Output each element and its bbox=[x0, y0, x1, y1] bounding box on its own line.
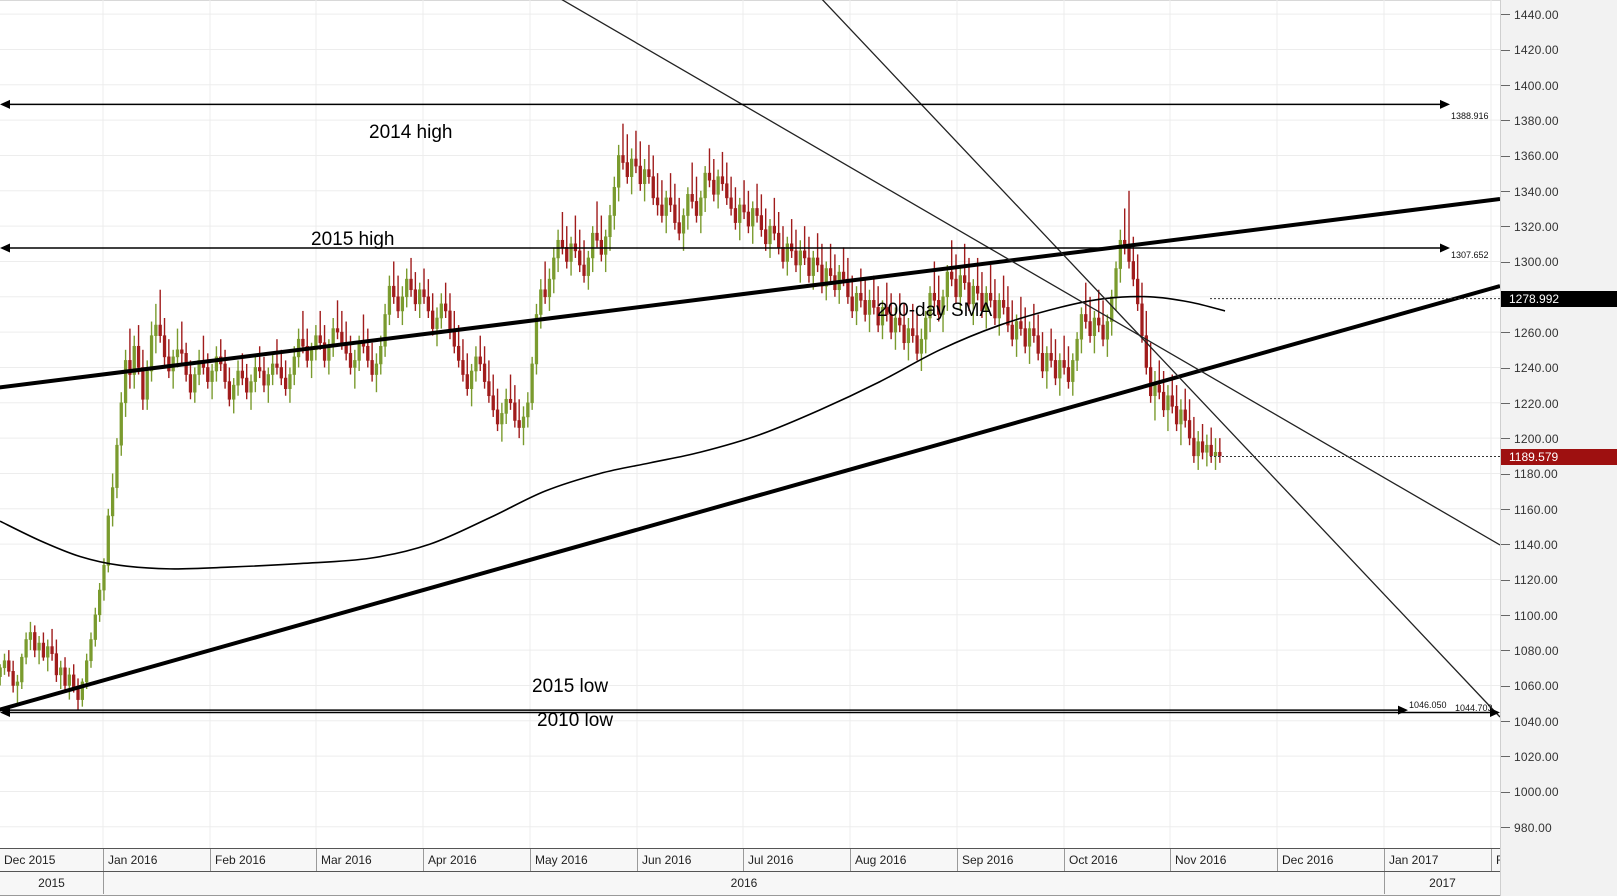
price-tick-1200.00: 1200.00 bbox=[1501, 431, 1559, 446]
time-axis-label-sep-2016: Sep 2016 bbox=[957, 849, 1064, 871]
last-price-badge: 1189.579 bbox=[1501, 448, 1617, 465]
time-axis-label-dec-2015: Dec 2015 bbox=[4, 853, 56, 867]
price-tick-1220.00: 1220.00 bbox=[1501, 396, 1559, 411]
candlestick-svg bbox=[0, 0, 1500, 848]
anno-2010-low: 2010 low bbox=[537, 710, 614, 731]
time-axis-label-nov-2016: Nov 2016 bbox=[1170, 849, 1277, 871]
anno-2015-high: 2015 high bbox=[311, 229, 395, 250]
trend-channel-lines bbox=[0, 0, 1500, 718]
price-tick-1400.00: 1400.00 bbox=[1501, 78, 1559, 93]
time-axis-label-dec-2016: Dec 2016 bbox=[1277, 849, 1384, 871]
time-axis-label-may-2016: May 2016 bbox=[530, 849, 637, 871]
price-chart-plot-area[interactable]: 2014 high 2015 high 200-day SMA 2015 low… bbox=[0, 0, 1500, 848]
time-axis-label-feb-2017: Feb 2017 bbox=[1491, 849, 1547, 871]
plot-top-border bbox=[0, 0, 1500, 1]
price-tick-1360.00: 1360.00 bbox=[1501, 148, 1559, 163]
price-tick-1260.00: 1260.00 bbox=[1501, 325, 1559, 340]
price-tick-1040.00: 1040.00 bbox=[1501, 714, 1559, 729]
price-tick-1180.00: 1180.00 bbox=[1501, 466, 1558, 481]
sma-price-badge: 1278.992 bbox=[1501, 290, 1617, 307]
price-tick-1300.00: 1300.00 bbox=[1501, 254, 1559, 269]
time-axis-label-mar-2016: Mar 2016 bbox=[316, 849, 423, 871]
time-axis-label-feb-2016: Feb 2016 bbox=[210, 849, 316, 871]
year-axis-label-2015: 2015 bbox=[38, 876, 65, 890]
time-axis-label-jan-2016: Jan 2016 bbox=[103, 849, 210, 871]
level-price-2015-high: 1307.652 bbox=[1451, 250, 1489, 260]
price-tick-980.00: 980.00 bbox=[1501, 820, 1552, 835]
level-price-2015-low: 1046.050 bbox=[1409, 700, 1447, 710]
price-tick-1380.00: 1380.00 bbox=[1501, 113, 1559, 128]
year-axis-label-2017: 2017 bbox=[1384, 872, 1500, 894]
time-axis-label-aug-2016: Aug 2016 bbox=[850, 849, 957, 871]
candlestick-series bbox=[0, 123, 1222, 711]
price-tick-1060.00: 1060.00 bbox=[1501, 678, 1559, 693]
price-tick-1340.00: 1340.00 bbox=[1501, 184, 1559, 199]
level-price-2014-high: 1388.916 bbox=[1451, 111, 1489, 121]
time-axis-months[interactable]: Dec 2015 Jan 2016 Feb 2016 Mar 2016 Apr 2016… bbox=[0, 848, 1547, 872]
year-axis-label-2016: 2016 bbox=[103, 872, 1384, 894]
horizontal-level-lines bbox=[0, 99, 1500, 717]
time-axis-label-oct-2016: Oct 2016 bbox=[1064, 849, 1170, 871]
price-tick-1020.00: 1020.00 bbox=[1501, 749, 1559, 764]
axis-corner bbox=[1500, 848, 1617, 896]
price-tick-1440.00: 1440.00 bbox=[1501, 7, 1559, 22]
time-axis-label-jun-2016: Jun 2016 bbox=[637, 849, 743, 871]
time-axis-label-apr-2016: Apr 2016 bbox=[423, 849, 530, 871]
time-axis-label-jul-2016: Jul 2016 bbox=[743, 849, 850, 871]
price-tick-1120.00: 1120.00 bbox=[1501, 572, 1558, 587]
price-tick-1160.00: 1160.00 bbox=[1501, 502, 1558, 517]
price-tick-1420.00: 1420.00 bbox=[1501, 42, 1559, 57]
sma-200-line bbox=[0, 295, 1226, 570]
price-tick-1000.00: 1000.00 bbox=[1501, 784, 1559, 799]
dotted-price-lines bbox=[1210, 298, 1500, 458]
time-axis-label-jan-2017: Jan 2017 bbox=[1384, 849, 1491, 871]
price-tick-1100.00: 1100.00 bbox=[1501, 608, 1558, 623]
price-axis[interactable]: 1440.00 1420.00 1400.00 1380.00 1360.00 1340.… bbox=[1500, 0, 1617, 848]
anno-200-day-sma: 200-day SMA bbox=[877, 300, 993, 321]
time-axis-years[interactable]: 2015 2016 2017 bbox=[0, 872, 1500, 896]
price-tick-1240.00: 1240.00 bbox=[1501, 360, 1559, 375]
price-tick-1080.00: 1080.00 bbox=[1501, 643, 1559, 658]
price-tick-1320.00: 1320.00 bbox=[1501, 219, 1559, 234]
anno-2014-high: 2014 high bbox=[369, 122, 453, 143]
gridlines bbox=[0, 0, 1500, 848]
anno-2015-low: 2015 low bbox=[532, 676, 609, 697]
level-price-2010-low: 1044.703 bbox=[1455, 703, 1493, 713]
price-tick-1140.00: 1140.00 bbox=[1501, 537, 1558, 552]
